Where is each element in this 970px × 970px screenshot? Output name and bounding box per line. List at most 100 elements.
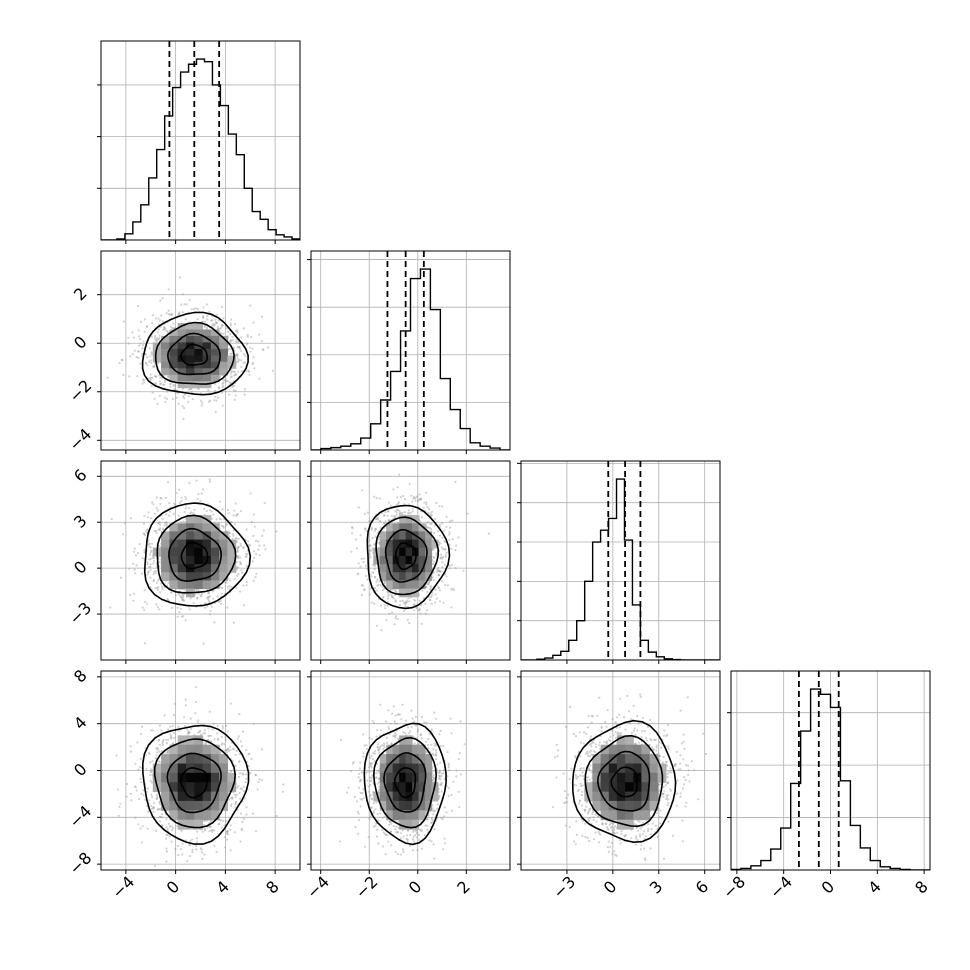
scatter-point bbox=[408, 512, 411, 515]
scatter-point bbox=[208, 478, 211, 481]
scatter-point bbox=[641, 716, 645, 719]
scatter-point bbox=[216, 396, 219, 399]
scatter-point bbox=[615, 854, 618, 858]
scatter-point bbox=[579, 754, 582, 758]
scatter-point bbox=[160, 314, 163, 317]
scatter-point bbox=[203, 827, 206, 831]
scatter-point bbox=[626, 694, 629, 698]
scatter-point bbox=[158, 521, 161, 524]
scatter-point bbox=[172, 742, 175, 745]
scatter-point bbox=[597, 815, 600, 818]
density-block bbox=[412, 800, 420, 811]
scatter-point bbox=[674, 763, 678, 766]
scatter-point bbox=[375, 624, 378, 628]
scatter-point bbox=[633, 729, 636, 733]
scatter-point bbox=[230, 770, 233, 773]
scatter-point bbox=[372, 543, 376, 546]
scatter-point bbox=[579, 782, 582, 785]
scatter-point bbox=[221, 404, 224, 407]
scatter-point bbox=[155, 754, 158, 757]
scatter-point bbox=[181, 293, 184, 296]
scatter-point bbox=[603, 740, 606, 744]
scatter-point bbox=[208, 710, 211, 713]
scatter-point bbox=[420, 733, 423, 736]
scatter-point bbox=[197, 592, 200, 596]
scatter-point bbox=[554, 756, 557, 759]
scatter-point bbox=[363, 588, 366, 591]
scatter-point bbox=[612, 822, 615, 825]
density-block bbox=[202, 329, 212, 337]
density-block bbox=[386, 555, 394, 565]
density-block bbox=[186, 580, 195, 590]
scatter-point bbox=[184, 619, 187, 622]
scatter-point bbox=[136, 741, 139, 744]
scatter-point bbox=[378, 785, 381, 788]
scatter-point bbox=[594, 831, 597, 834]
scatter-point bbox=[666, 782, 669, 785]
scatter-point bbox=[158, 380, 162, 383]
scatter-point bbox=[428, 733, 431, 736]
scatter-point bbox=[254, 576, 257, 579]
scatter-point bbox=[249, 350, 252, 353]
scatter-point bbox=[161, 587, 164, 590]
scatter-point bbox=[230, 318, 233, 321]
scatter-point bbox=[222, 332, 225, 335]
scatter-point bbox=[227, 532, 230, 535]
contour-1.5 bbox=[153, 738, 237, 829]
scatter-point bbox=[362, 755, 365, 758]
scatter-point bbox=[182, 395, 185, 398]
density-block bbox=[418, 547, 426, 557]
scatter-point bbox=[588, 819, 591, 823]
scatter-point bbox=[591, 715, 594, 718]
scatter-point bbox=[149, 566, 152, 569]
scatter-point bbox=[459, 720, 462, 723]
scatter-point bbox=[665, 761, 668, 764]
scatter-point bbox=[262, 348, 265, 352]
density-block bbox=[169, 782, 179, 793]
scatter-point bbox=[432, 773, 435, 777]
scatter-point bbox=[147, 511, 150, 514]
scatter-point bbox=[457, 790, 460, 794]
scatter-point bbox=[230, 803, 233, 806]
scatter-point bbox=[426, 824, 429, 827]
scatter-point bbox=[216, 737, 219, 741]
density-block bbox=[194, 735, 204, 746]
scatter-point bbox=[426, 506, 429, 509]
scatter-point bbox=[219, 586, 222, 589]
scatter-point bbox=[236, 340, 239, 344]
scatter-point bbox=[591, 740, 594, 744]
scatter-point bbox=[140, 352, 144, 355]
density-content bbox=[311, 671, 510, 870]
density-block bbox=[210, 763, 220, 774]
scatter-point bbox=[357, 572, 360, 575]
scatter-point bbox=[371, 547, 374, 550]
density-block bbox=[161, 361, 170, 369]
density-block bbox=[194, 323, 204, 330]
scatter-point bbox=[441, 818, 444, 821]
scatter-point bbox=[237, 784, 240, 788]
density-block bbox=[227, 772, 237, 783]
grid-lines bbox=[101, 41, 300, 240]
scatter-point bbox=[407, 509, 410, 512]
scatter-point bbox=[169, 383, 172, 386]
scatter-point bbox=[555, 743, 558, 746]
scatter-point bbox=[223, 743, 226, 746]
density-content bbox=[521, 671, 720, 870]
scatter-point bbox=[177, 402, 180, 405]
scatter-point bbox=[175, 492, 178, 495]
scatter-point bbox=[171, 606, 174, 609]
scatter-point bbox=[145, 767, 148, 770]
scatter-point bbox=[620, 829, 623, 833]
scatter-point bbox=[192, 602, 195, 605]
scatter-point bbox=[142, 340, 145, 343]
scatter-point bbox=[252, 534, 255, 538]
scatter-point bbox=[235, 537, 238, 540]
scatter-point bbox=[364, 564, 367, 568]
scatter-point bbox=[430, 821, 433, 825]
scatter-point bbox=[153, 337, 156, 340]
scatter-point bbox=[387, 725, 390, 728]
ytick-label: 0 bbox=[70, 557, 91, 578]
scatter-point bbox=[169, 325, 172, 328]
scatter-point bbox=[609, 826, 612, 830]
density-block bbox=[425, 763, 433, 774]
